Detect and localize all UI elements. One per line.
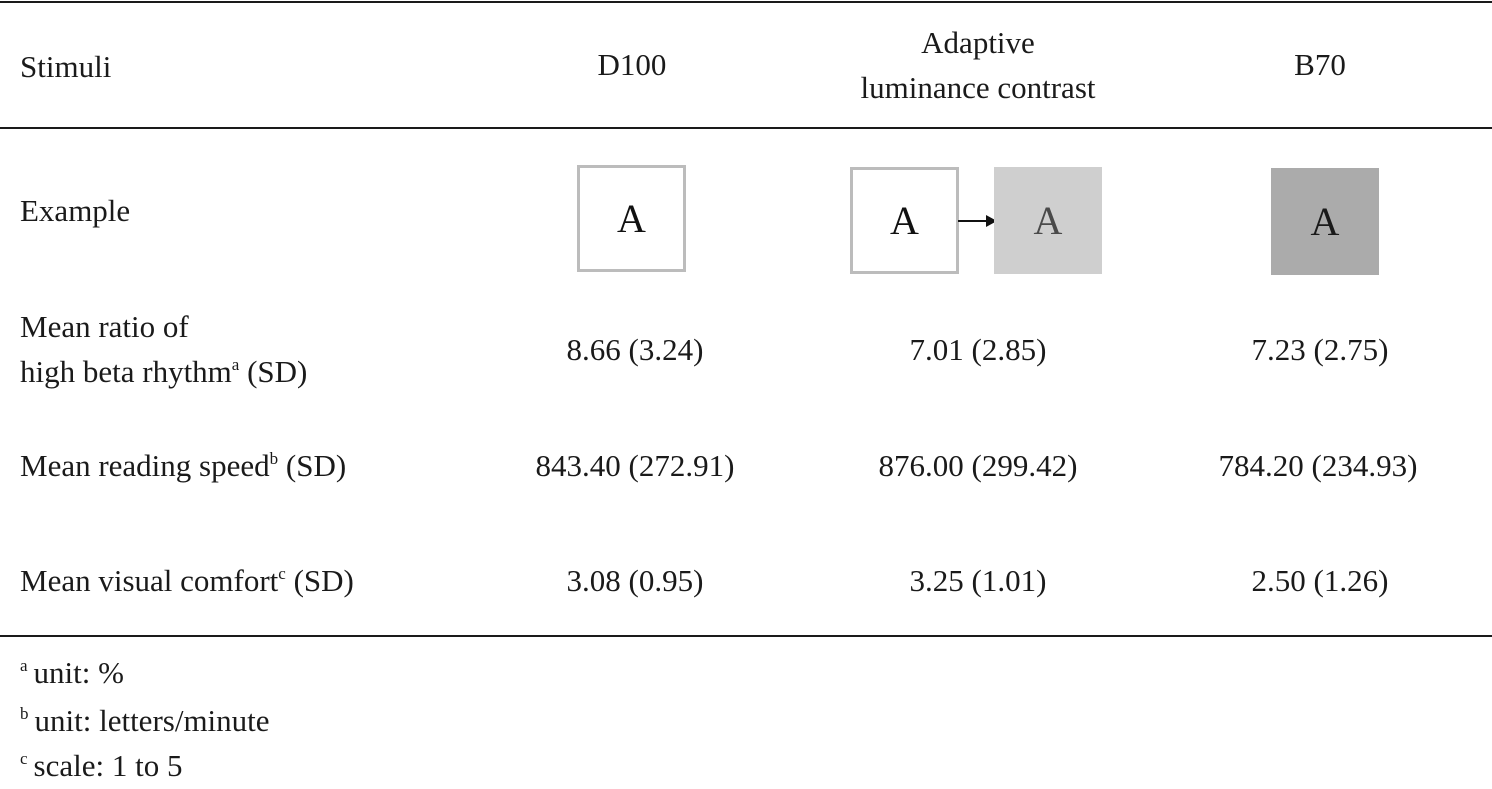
header-bottom-rule [0,127,1492,129]
row-speed-adaptive: 876.00 (299.42) [878,448,1078,483]
row-beta-d100: 8.66 (3.24) [566,332,704,367]
header-adaptive-line1: Adaptive [921,25,1035,60]
b70-example-glyph: A [1310,199,1340,244]
row-speed-label: Mean reading speedb (SD) [20,448,347,483]
row-comfort-b70: 2.50 (1.26) [1251,563,1389,598]
footnote-c: c scale: 1 to 5 [20,748,183,783]
row-beta-label-line1: Mean ratio of [20,309,189,344]
b70-example-swatch: A [1271,168,1379,275]
d100-example-glyph: A [617,196,646,241]
adaptive-start-swatch: A [850,167,959,274]
adaptive-end-swatch: A [994,167,1102,274]
row-beta-adaptive: 7.01 (2.85) [909,332,1047,367]
row-beta-b70: 7.23 (2.75) [1251,332,1389,367]
row-comfort-adaptive: 3.25 (1.01) [909,563,1047,598]
d100-example-swatch: A [577,165,686,272]
adaptive-end-glyph: A [1033,198,1063,243]
adaptive-start-glyph: A [890,198,919,243]
row-speed-b70: 784.20 (234.93) [1218,448,1418,483]
header-d100: D100 [597,47,667,82]
table-top-rule [0,1,1492,3]
header-adaptive-line2: luminance contrast [860,70,1096,105]
header-stimuli: Stimuli [20,49,112,84]
header-b70: B70 [1294,47,1346,82]
row-comfort-d100: 3.08 (0.95) [566,563,704,598]
transition-arrow-icon [958,215,997,227]
row-speed-d100: 843.40 (272.91) [535,448,735,483]
table-bottom-rule [0,635,1492,637]
footnote-b: b unit: letters/minute [20,703,270,738]
footnote-a: a unit: % [20,655,124,690]
example-label: Example [20,193,131,228]
row-beta-label-line2: high beta rhythma (SD) [20,354,308,389]
row-comfort-label: Mean visual comfortc (SD) [20,563,354,598]
